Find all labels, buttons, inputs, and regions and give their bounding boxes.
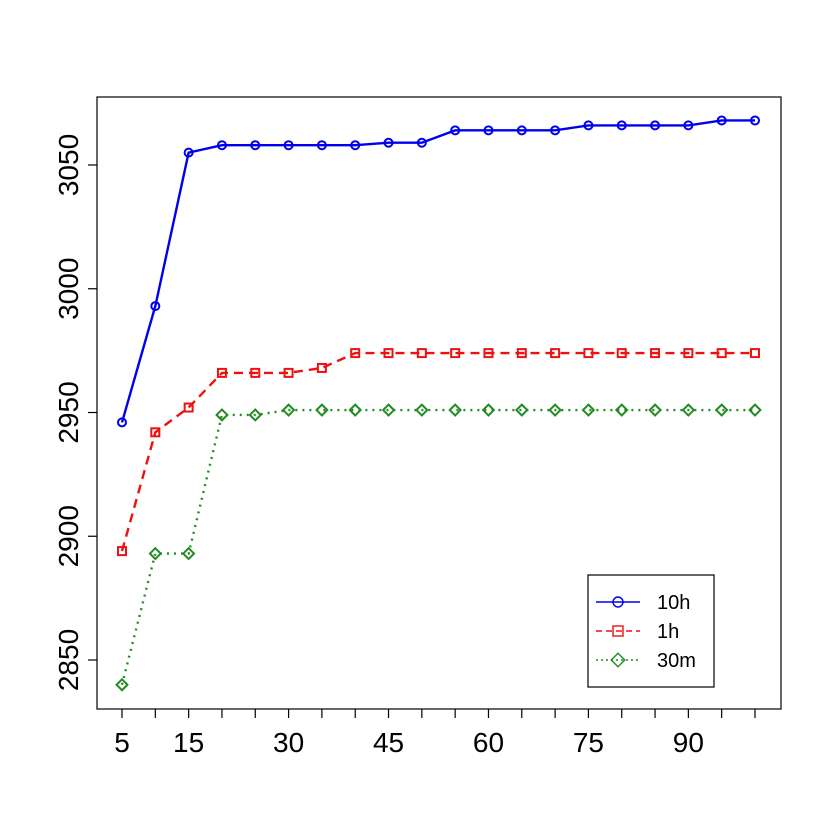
data-point — [716, 115, 727, 126]
legend: 10h 1h 30m — [587, 574, 715, 688]
x-tick-label: 30 — [273, 727, 304, 758]
plot-frame — [96, 96, 782, 710]
data-point — [216, 140, 227, 151]
data-point — [550, 348, 561, 359]
data-point — [616, 348, 627, 359]
x-tick-label: 90 — [673, 727, 704, 758]
series-10h — [117, 115, 760, 428]
data-point — [150, 301, 161, 312]
data-point — [550, 125, 561, 136]
legend-item: 10h — [596, 592, 690, 614]
data-point — [650, 348, 661, 359]
legend-label: 1h — [657, 621, 679, 643]
data-point — [416, 137, 427, 148]
series-1h — [117, 348, 760, 557]
x-tick-label: 5 — [114, 727, 130, 758]
data-point — [350, 348, 361, 359]
data-point — [683, 120, 694, 131]
data-point — [183, 402, 194, 413]
data-point — [514, 403, 529, 417]
legend-item: 30m — [596, 650, 696, 672]
data-point — [250, 140, 261, 151]
data-point — [614, 403, 629, 417]
x-tick-label: 45 — [373, 727, 404, 758]
data-point — [283, 367, 294, 378]
data-point — [181, 546, 196, 561]
data-point — [450, 125, 461, 136]
data-point — [716, 348, 727, 359]
series-line — [120, 351, 755, 552]
legend-label: 30m — [657, 650, 696, 672]
legend-marker — [612, 625, 624, 637]
data-point — [581, 403, 596, 417]
data-point — [381, 403, 396, 417]
data-point — [583, 120, 594, 131]
data-point — [148, 546, 163, 561]
data-point — [750, 348, 760, 359]
series-30m — [115, 403, 762, 692]
data-point — [115, 677, 129, 692]
data-point — [216, 367, 227, 378]
data-point — [481, 403, 496, 417]
data-point — [650, 120, 661, 131]
data-point — [616, 120, 627, 131]
x-tick-label: 60 — [473, 727, 504, 758]
y-tick-label: 2900 — [53, 505, 84, 567]
data-point — [117, 417, 127, 428]
data-point — [583, 348, 594, 359]
data-point — [683, 348, 694, 359]
data-point — [548, 403, 562, 417]
data-point — [315, 403, 329, 417]
data-point — [383, 137, 394, 148]
data-point — [483, 125, 494, 136]
data-point — [416, 348, 427, 359]
x-tick-label: 75 — [573, 727, 604, 758]
data-point — [150, 427, 161, 438]
series-layer — [115, 115, 762, 692]
y-tick-label: 2850 — [53, 629, 84, 691]
data-point — [316, 362, 327, 373]
data-point — [348, 403, 363, 417]
data-point — [648, 403, 662, 417]
data-point — [516, 348, 527, 359]
data-point — [281, 403, 296, 417]
data-point — [516, 125, 527, 136]
data-point — [748, 403, 762, 417]
y-tick-label: 3000 — [53, 258, 84, 320]
series-line — [120, 119, 755, 423]
data-point — [750, 115, 760, 126]
data-point — [215, 408, 229, 422]
data-point — [681, 403, 696, 417]
data-point — [248, 408, 263, 422]
legend-item: 1h — [596, 621, 679, 643]
data-point — [350, 140, 361, 151]
data-point — [183, 147, 194, 158]
data-point — [117, 546, 127, 557]
data-point — [714, 403, 729, 417]
y-tick-label: 3050 — [53, 134, 84, 196]
legend-marker — [612, 596, 624, 608]
data-point — [450, 348, 461, 359]
data-point — [483, 348, 494, 359]
legend-label: 10h — [657, 592, 690, 614]
x-tick-label: 15 — [173, 727, 204, 758]
x-axis: 5 15 30 45 60 75 90 — [114, 709, 756, 758]
y-tick-label: 2950 — [53, 381, 84, 443]
data-point — [316, 140, 327, 151]
y-axis: 2850 2900 2950 3000 3050 — [53, 134, 97, 691]
data-point — [383, 348, 394, 359]
data-point — [283, 140, 294, 151]
legend-marker — [610, 652, 626, 668]
data-point — [250, 367, 261, 378]
data-point — [448, 403, 462, 417]
data-point — [415, 403, 429, 417]
